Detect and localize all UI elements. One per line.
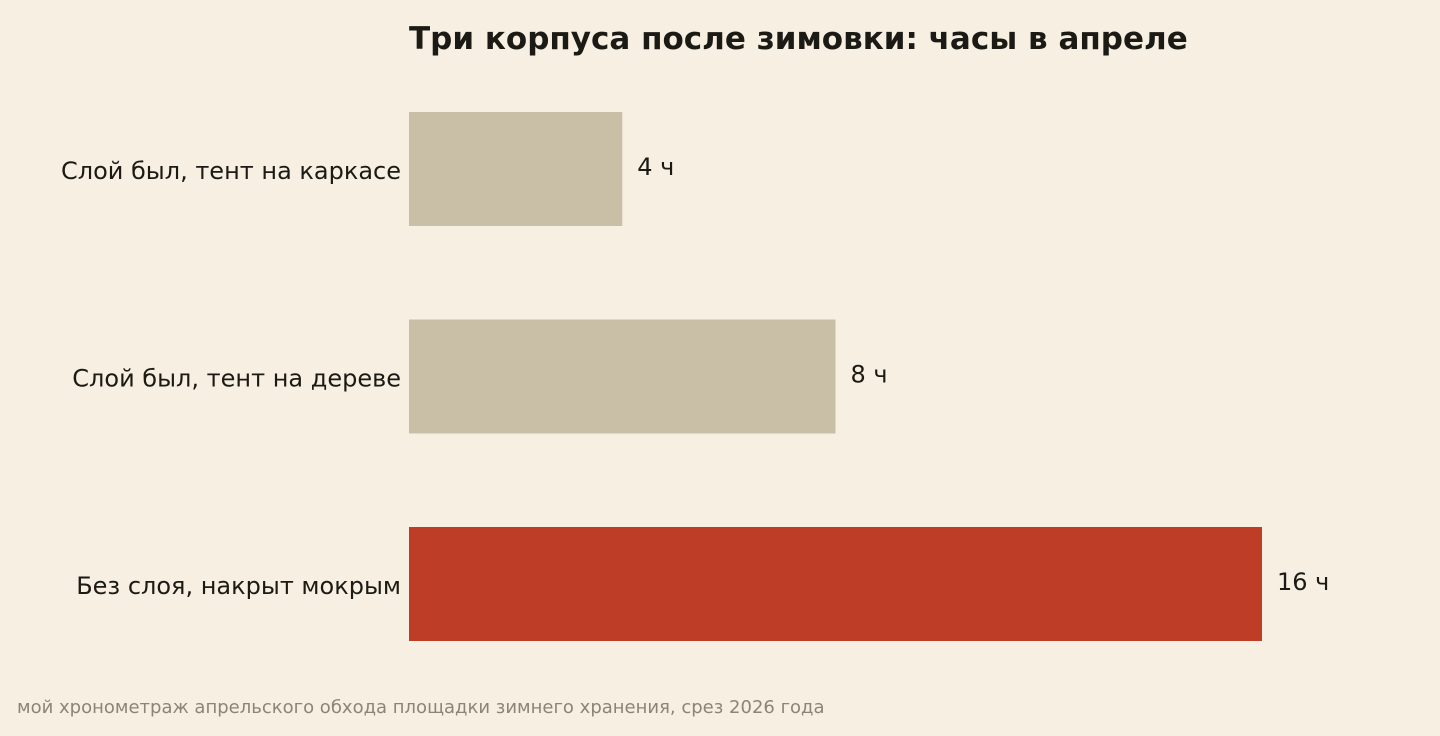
chart-title: Три корпуса после зимовки: часы в апреле xyxy=(409,21,1188,57)
category-label-3: Без слоя, накрыт мокрым xyxy=(76,572,401,600)
category-label-1: Слой был, тент на каркасе xyxy=(61,157,401,185)
value-label-1: 4 ч xyxy=(637,153,674,181)
bar-3 xyxy=(409,527,1262,641)
value-label-2: 8 ч xyxy=(851,361,888,389)
category-label-2: Слой был, тент на дереве xyxy=(72,365,401,393)
source-note: мой хронометраж апрельского обхода площа… xyxy=(17,697,825,718)
bar-1 xyxy=(409,112,623,226)
bar-2 xyxy=(409,319,836,434)
value-label-3: 16 ч xyxy=(1277,568,1329,596)
